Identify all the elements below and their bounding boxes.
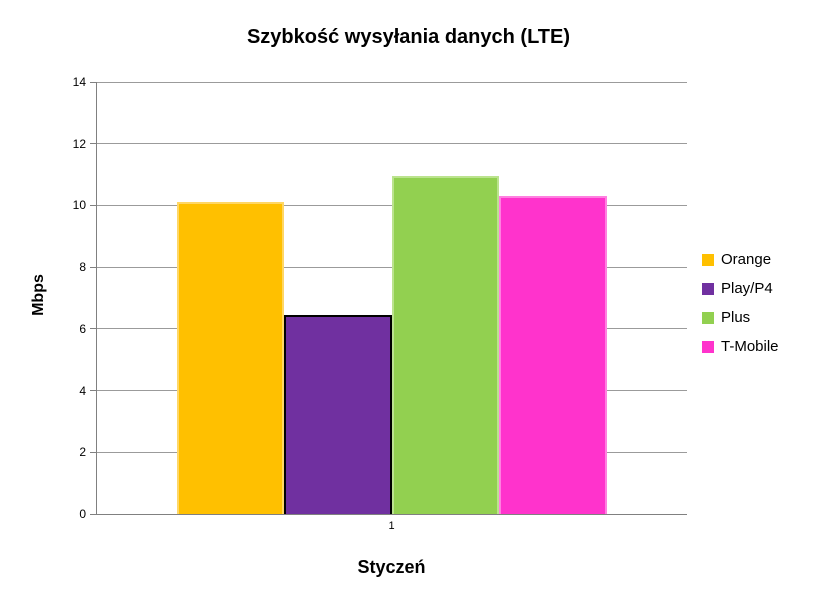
chart-title: Szybkość wysyłania danych (LTE) [246,26,571,48]
y-axis-tick-10 [90,204,96,206]
x-tick-label: 1 [388,520,395,532]
y-axis-tick-6 [90,328,96,330]
y-tick-label-4: 4 [79,383,86,398]
y-axis-tick-12 [90,143,96,145]
bar-plus [391,176,499,514]
y-axis-tick-0 [90,513,96,515]
legend: Orange Play/P4 Plus T-Mobile [702,245,779,361]
y-axis-title: Mbps [30,274,47,316]
gridline-12 [96,143,687,145]
y-axis-tick-2 [90,451,96,453]
y-axis-tick-8 [90,266,96,268]
legend-item-t-mobile: T-Mobile [702,332,779,361]
y-tick-label-10: 10 [72,198,86,213]
gridline-14 [96,81,687,83]
y-tick-label-0: 0 [79,507,86,521]
legend-swatch-icon [702,311,714,324]
y-axis-tick-14 [90,81,96,83]
bar-play-p4 [284,314,392,514]
legend-item-orange: Orange [702,245,779,274]
legend-swatch-icon [702,253,714,266]
y-tick-label-8: 8 [79,260,86,275]
x-axis-title: Styczeń [357,557,426,577]
gridline-0 [96,513,687,515]
legend-label: Orange [721,251,772,268]
y-tick-label-12: 12 [72,136,86,151]
y-tick-label-14: 14 [72,75,86,89]
legend-item-plus: Plus [702,303,779,332]
bar-t-mobile [499,196,607,514]
bar-orange [176,202,284,514]
y-axis-tick-4 [90,390,96,392]
legend-label: T-Mobile [721,338,779,355]
y-tick-label-6: 6 [79,321,86,336]
legend-swatch-icon [702,340,714,353]
legend-label: Plus [721,309,751,326]
legend-swatch-icon [702,282,714,295]
y-tick-label-2: 2 [79,445,86,460]
legend-label: Play/P4 [721,280,773,297]
legend-item-play-p4: Play/P4 [702,274,779,303]
y-axis-line [96,82,97,514]
